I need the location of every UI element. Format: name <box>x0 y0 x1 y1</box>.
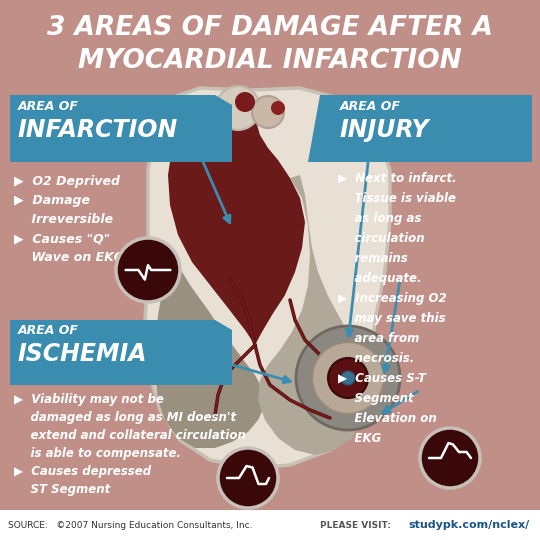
Text: studypk.com/nclex/: studypk.com/nclex/ <box>408 520 529 530</box>
Text: ▶  Causes S-T: ▶ Causes S-T <box>338 372 426 385</box>
Text: ▶  Causes depressed: ▶ Causes depressed <box>14 465 151 478</box>
Text: ISCHEMIA: ISCHEMIA <box>18 342 147 366</box>
Text: circulation: circulation <box>338 232 424 245</box>
Text: AREA OF: AREA OF <box>340 100 401 113</box>
Circle shape <box>116 238 180 302</box>
Circle shape <box>296 326 400 430</box>
Text: ▶  Increasing O2: ▶ Increasing O2 <box>338 292 447 305</box>
Polygon shape <box>155 260 265 448</box>
Text: Elevation on: Elevation on <box>338 412 437 425</box>
Text: ▶  Causes "Q": ▶ Causes "Q" <box>14 232 110 245</box>
Text: INJURY: INJURY <box>340 118 430 142</box>
Text: 3 AREAS OF DAMAGE AFTER A: 3 AREAS OF DAMAGE AFTER A <box>47 15 493 41</box>
Polygon shape <box>308 95 532 162</box>
Polygon shape <box>168 103 305 345</box>
Text: PLEASE VISIT:: PLEASE VISIT: <box>320 521 391 530</box>
Text: damaged as long as MI doesn't: damaged as long as MI doesn't <box>14 411 236 424</box>
Polygon shape <box>10 95 225 162</box>
Text: ▶  Viability may not be: ▶ Viability may not be <box>14 393 164 406</box>
Text: extend and collateral circulation: extend and collateral circulation <box>14 429 246 442</box>
Circle shape <box>328 358 368 398</box>
Text: Wave on EKG: Wave on EKG <box>14 251 124 264</box>
Bar <box>0 510 540 540</box>
Text: Tissue is viable: Tissue is viable <box>338 192 456 205</box>
Circle shape <box>271 101 285 115</box>
Circle shape <box>312 342 384 414</box>
Polygon shape <box>215 95 232 162</box>
Circle shape <box>420 428 480 488</box>
Text: Segment: Segment <box>338 392 414 405</box>
Text: MYOCARDIAL INFARCTION: MYOCARDIAL INFARCTION <box>78 48 462 74</box>
Text: adequate.: adequate. <box>338 272 422 285</box>
Text: AREA OF: AREA OF <box>18 100 79 113</box>
Text: AREA OF: AREA OF <box>18 324 79 337</box>
Polygon shape <box>10 320 225 385</box>
Text: necrosis.: necrosis. <box>338 352 414 365</box>
Text: is able to compensate.: is able to compensate. <box>14 447 181 460</box>
Text: Irreversible: Irreversible <box>14 213 113 226</box>
Text: remains: remains <box>338 252 408 265</box>
Polygon shape <box>258 175 365 455</box>
Polygon shape <box>145 88 390 468</box>
Text: ▶  Next to infarct.: ▶ Next to infarct. <box>338 172 457 185</box>
Text: EKG: EKG <box>338 432 381 445</box>
Text: INFARCTION: INFARCTION <box>18 118 178 142</box>
Circle shape <box>235 92 255 112</box>
Text: SOURCE:   ©2007 Nursing Education Consultants, Inc.: SOURCE: ©2007 Nursing Education Consulta… <box>8 521 253 530</box>
Circle shape <box>341 371 355 385</box>
Circle shape <box>216 86 260 130</box>
Text: as long as: as long as <box>338 212 421 225</box>
Text: ST Segment: ST Segment <box>14 483 110 496</box>
Text: ▶  O2 Deprived: ▶ O2 Deprived <box>14 175 120 188</box>
Text: area from: area from <box>338 332 420 345</box>
Polygon shape <box>215 320 232 385</box>
Text: ▶  Damage: ▶ Damage <box>14 194 90 207</box>
Circle shape <box>218 448 278 508</box>
Text: may save this: may save this <box>338 312 446 325</box>
Circle shape <box>252 96 284 128</box>
